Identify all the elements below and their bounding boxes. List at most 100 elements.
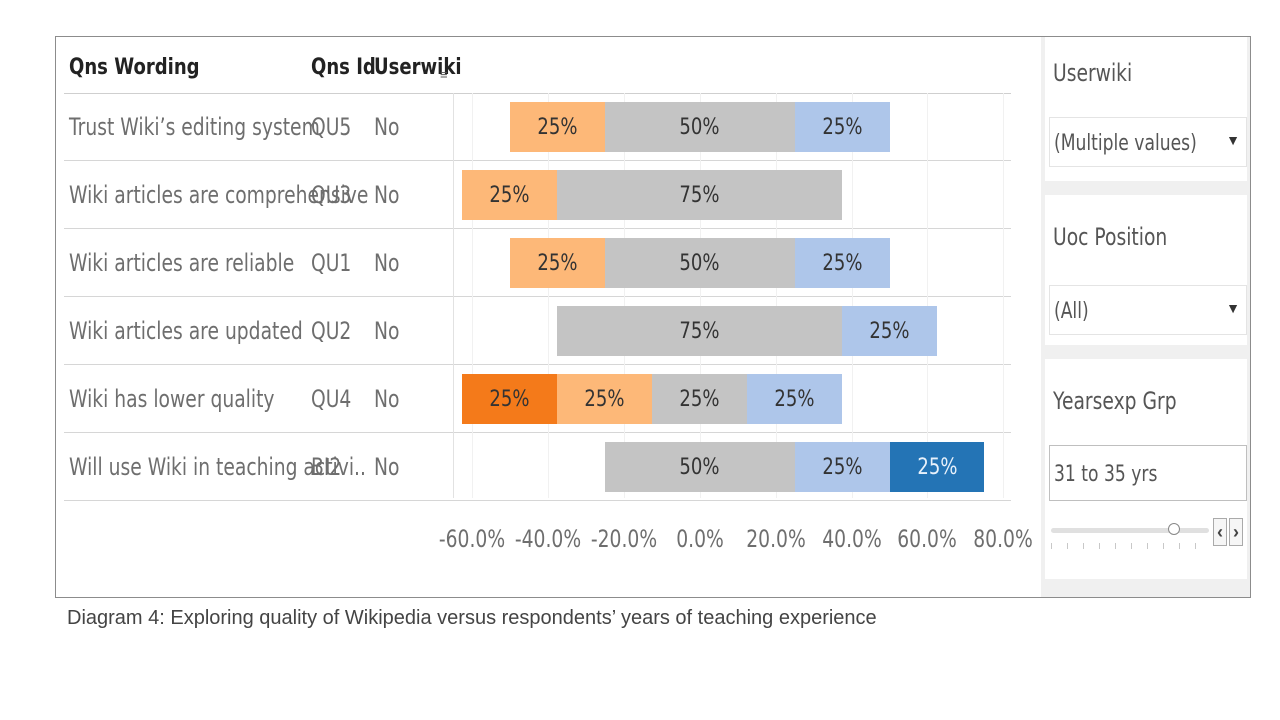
bar-data-label: 25% [489, 182, 530, 208]
row-separator [64, 160, 1011, 161]
figure-caption: Diagram 4: Exploring quality of Wikipedi… [67, 607, 877, 629]
cell-qns-id: QU5 [311, 113, 352, 141]
gridline [1003, 93, 1005, 498]
bar-segment-neutral[interactable]: 75% [557, 170, 843, 220]
cell-userwiki: No [374, 317, 400, 345]
bar-data-label: 25% [822, 250, 863, 276]
cell-userwiki: No [374, 113, 400, 141]
filter-panel: Userwiki (Multiple values) ▼ Uoc Positio… [1041, 37, 1250, 597]
yearsexp-slider-ticks [1051, 543, 1209, 549]
bar-segment-positive[interactable]: 25% [794, 102, 890, 152]
bar-segment-strong-positive[interactable]: 25% [889, 442, 985, 492]
cell-qns-id: QU2 [311, 317, 352, 345]
cell-qns-wording: Wiki articles are updated [69, 317, 303, 345]
bar-segment-positive[interactable]: 25% [842, 306, 937, 356]
cell-userwiki: No [374, 453, 400, 481]
header-userwiki[interactable]: Userwiki [374, 55, 462, 80]
cell-qns-wording: Trust Wiki’s editing system [69, 113, 320, 141]
gridline [775, 93, 777, 498]
dashboard-frame: Qns Wording Qns Id Userwiki ≡ Trust Wiki… [55, 36, 1251, 598]
slider-prev-button[interactable]: ‹ [1213, 518, 1227, 546]
userwiki-dropdown-value: (Multiple values) [1054, 131, 1197, 156]
filter-card-userwiki: Userwiki (Multiple values) ▼ [1045, 37, 1247, 181]
bar-data-label: 25% [822, 454, 863, 480]
axis-left-edge [453, 93, 454, 498]
dropdown-arrow-icon: ▼ [1226, 300, 1240, 316]
sort-icon[interactable]: ≡ [440, 67, 448, 82]
gridline [623, 93, 625, 498]
cell-qns-id: QU1 [311, 249, 352, 277]
row-separator [64, 228, 1011, 229]
bar-data-label: 25% [774, 386, 815, 412]
filter-title-yearsexp: Yearsexp Grp [1053, 387, 1177, 415]
bar-segment-positive[interactable]: 25% [794, 238, 890, 288]
slider-next-button[interactable]: › [1229, 518, 1243, 546]
chevron-right-icon: › [1233, 521, 1239, 542]
filter-card-uoc-position: Uoc Position (All) ▼ [1045, 195, 1247, 345]
yearsexp-slider-track[interactable] [1051, 528, 1209, 533]
bar-data-label: 25% [869, 318, 910, 344]
bar-data-label: 25% [916, 454, 958, 480]
cell-qns-wording: Wiki has lower quality [69, 385, 275, 413]
uoc-position-dropdown-value: (All) [1054, 299, 1089, 324]
bar-segment-positive[interactable]: 25% [747, 374, 843, 424]
bar-segment-strong-negative[interactable]: 25% [462, 374, 558, 424]
bar-segment-negative[interactable]: 25% [509, 102, 605, 152]
row-separator [64, 432, 1011, 433]
yearsexp-slider-thumb[interactable] [1168, 523, 1180, 535]
cell-userwiki: No [374, 181, 400, 209]
bar-data-label: 50% [679, 114, 720, 140]
bar-segment-neutral[interactable]: 50% [604, 442, 795, 492]
filter-title-userwiki: Userwiki [1053, 59, 1133, 87]
header-qns-id[interactable]: Qns Id [311, 55, 376, 80]
cell-qns-id: QU4 [311, 385, 352, 413]
userwiki-dropdown[interactable]: (Multiple values) ▼ [1049, 117, 1247, 167]
yearsexp-value: 31 to 35 yrs [1054, 462, 1158, 487]
gridline [851, 93, 853, 498]
x-tick-label: 60.0% [897, 525, 958, 553]
bar-segment-negative[interactable]: 25% [462, 170, 558, 220]
row-separator [64, 296, 1011, 297]
cell-qns-id: BI2 [311, 453, 342, 481]
cell-userwiki: No [374, 249, 400, 277]
x-tick-label: -60.0% [438, 525, 506, 553]
bar-segment-positive[interactable]: 25% [794, 442, 890, 492]
cell-qns-wording: Wiki articles are comprehensive [69, 181, 369, 209]
gridline [699, 93, 701, 498]
x-tick-label: 20.0% [745, 525, 806, 553]
bar-segment-neutral[interactable]: 50% [604, 102, 795, 152]
bar-data-label: 25% [679, 386, 720, 412]
x-tick-label: -40.0% [514, 525, 582, 553]
gridline [471, 93, 473, 498]
x-tick-label: -20.0% [590, 525, 657, 553]
yearsexp-value-box[interactable]: 31 to 35 yrs [1049, 445, 1247, 501]
row-separator [64, 500, 1011, 501]
cell-userwiki: No [374, 385, 400, 413]
gridline [547, 93, 549, 498]
bar-data-label: 25% [537, 250, 578, 276]
bar-data-label: 50% [679, 250, 720, 276]
uoc-position-dropdown[interactable]: (All) ▼ [1049, 285, 1247, 335]
x-tick-label: 0.0% [675, 525, 724, 553]
bar-data-label: 25% [489, 386, 530, 412]
bar-segment-negative[interactable]: 25% [509, 238, 605, 288]
cell-qns-wording: Will use Wiki in teaching activi.. [69, 453, 366, 481]
filter-title-uoc-position: Uoc Position [1053, 223, 1168, 251]
bar-segment-neutral[interactable]: 75% [557, 306, 843, 356]
bar-data-label: 25% [537, 114, 578, 140]
bar-data-label: 50% [679, 454, 720, 480]
dropdown-arrow-icon: ▼ [1226, 132, 1240, 148]
header-qns-wording[interactable]: Qns Wording [69, 55, 200, 80]
x-tick-label: 80.0% [973, 525, 1034, 553]
cell-qns-wording: Wiki articles are reliable [69, 249, 295, 277]
bar-segment-negative[interactable]: 25% [557, 374, 653, 424]
gridline [927, 93, 929, 498]
row-separator [64, 364, 1011, 365]
bar-segment-neutral[interactable]: 25% [652, 374, 748, 424]
chevron-left-icon: ‹ [1217, 521, 1223, 542]
bar-data-label: 25% [584, 386, 625, 412]
x-tick-label: 40.0% [821, 525, 882, 553]
cell-qns-id: QU3 [311, 181, 352, 209]
bar-data-label: 25% [822, 114, 863, 140]
bar-segment-neutral[interactable]: 50% [604, 238, 795, 288]
